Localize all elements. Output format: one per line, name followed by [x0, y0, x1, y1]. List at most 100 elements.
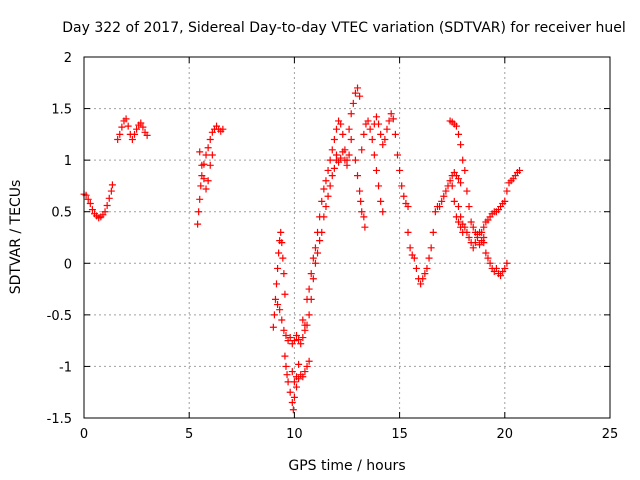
data-point	[305, 357, 313, 365]
data-point	[377, 130, 385, 138]
axis-ticks: 0 5 10 15 20 25 -1.5 -1 -0.5 0 0.5 1 1.5 2	[47, 51, 619, 442]
x-tick-label: 15	[391, 427, 408, 442]
data-point	[196, 148, 204, 156]
y-tick-label: 0	[64, 257, 72, 272]
data-point	[330, 136, 338, 144]
y-tick-label: -1	[59, 360, 72, 375]
data-point	[84, 195, 92, 203]
data-point	[324, 166, 332, 174]
data-point	[370, 151, 378, 159]
data-point	[467, 218, 475, 226]
data-point	[438, 197, 446, 205]
data-point	[275, 249, 283, 257]
data-point	[404, 203, 412, 211]
data-point	[198, 161, 206, 169]
data-point	[103, 202, 111, 210]
y-tick-label: 1.5	[51, 103, 72, 118]
data-point	[200, 175, 208, 183]
data-point	[337, 154, 345, 162]
data-point	[281, 352, 289, 360]
data-point	[282, 362, 290, 370]
data-point	[345, 125, 353, 133]
data-point	[400, 192, 408, 200]
data-point	[326, 182, 334, 190]
data-point	[461, 166, 469, 174]
y-tick-label: -0.5	[47, 309, 72, 324]
data-point	[354, 172, 362, 180]
data-point	[356, 187, 364, 195]
data-point	[459, 228, 467, 236]
data-point	[101, 208, 109, 216]
data-point	[311, 244, 319, 252]
data-point	[425, 254, 433, 262]
data-point	[314, 249, 322, 257]
data-point	[204, 177, 212, 185]
data-point	[133, 125, 141, 133]
data-point	[339, 148, 347, 156]
data-point	[450, 197, 458, 205]
data-point	[387, 110, 395, 118]
data-point	[322, 203, 330, 211]
data-point	[281, 290, 289, 298]
data-point	[478, 228, 486, 236]
data-point	[286, 388, 294, 396]
data-point	[455, 130, 463, 138]
data-point	[269, 323, 277, 331]
data-point	[360, 130, 368, 138]
data-point	[309, 275, 317, 283]
data-point	[459, 156, 467, 164]
data-point	[442, 187, 450, 195]
data-point	[469, 223, 477, 231]
data-point	[436, 203, 444, 211]
data-point	[332, 151, 340, 159]
x-tick-label: 0	[80, 427, 88, 442]
data-point	[345, 151, 353, 159]
data-point	[455, 175, 463, 183]
data-point	[316, 213, 324, 221]
data-point	[283, 371, 291, 379]
data-point	[393, 151, 401, 159]
data-point	[347, 136, 355, 144]
data-point	[280, 270, 288, 278]
data-point	[465, 203, 473, 211]
data-point	[273, 280, 281, 288]
data-point	[307, 270, 315, 278]
data-point	[195, 208, 203, 216]
data-point	[277, 228, 285, 236]
data-point	[381, 136, 389, 144]
data-point	[105, 194, 113, 202]
data-point	[471, 239, 479, 247]
data-point	[347, 110, 355, 118]
data-point	[204, 144, 212, 152]
data-point	[421, 270, 429, 278]
data-point	[358, 208, 366, 216]
data-point	[128, 136, 136, 144]
data-point	[476, 241, 484, 249]
data-point	[396, 166, 404, 174]
plot-frame	[83, 56, 611, 419]
data-point	[351, 156, 359, 164]
y-tick-label: 2	[64, 51, 72, 66]
data-point	[290, 337, 298, 345]
data-point	[284, 378, 292, 386]
data-point	[351, 89, 359, 97]
data-point	[278, 316, 286, 324]
data-point	[482, 249, 490, 257]
data-point	[290, 378, 298, 386]
data-point	[311, 259, 319, 267]
data-point	[335, 158, 343, 166]
data-point	[303, 295, 311, 303]
data-point	[337, 120, 345, 128]
data-point	[457, 179, 465, 187]
data-point	[289, 406, 297, 414]
data-point	[480, 239, 488, 247]
data-point	[305, 311, 313, 319]
data-point	[452, 213, 460, 221]
data-point	[417, 280, 425, 288]
data-point	[202, 151, 210, 159]
data-point	[206, 136, 214, 144]
data-point	[88, 206, 96, 214]
data-point	[206, 161, 214, 169]
x-tick-label: 10	[286, 427, 303, 442]
data-point	[208, 151, 216, 159]
